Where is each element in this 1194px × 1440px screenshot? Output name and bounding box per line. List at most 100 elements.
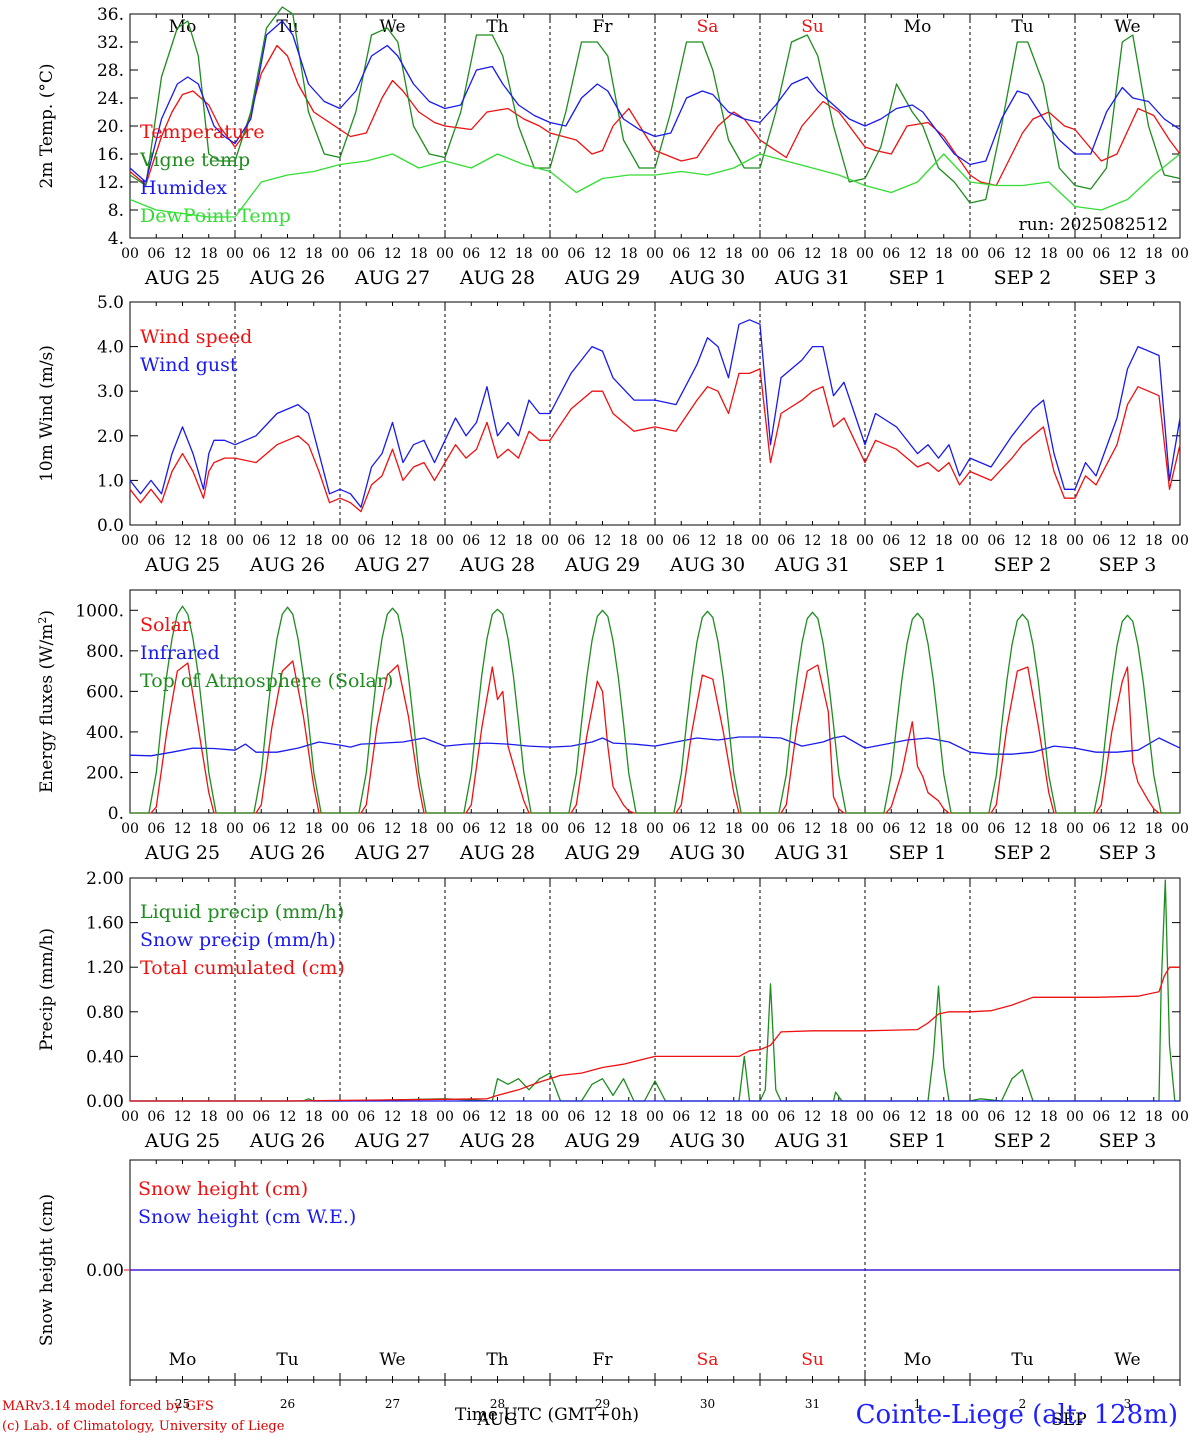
date-label: AUG 29 [564, 267, 640, 289]
date-label: AUG 25 [144, 842, 220, 864]
date-label: AUG 31 [774, 554, 850, 576]
y-tick-label: 1.0 [97, 471, 124, 491]
hour-tick-label: 18 [1145, 246, 1163, 262]
y-tick-label: 0.00 [86, 1092, 124, 1112]
weekday-label: Mo [904, 17, 932, 37]
hour-tick-label: 12 [909, 1109, 927, 1125]
day-number-label: 25 [175, 1397, 190, 1411]
day-number-label: 3 [1124, 1397, 1132, 1411]
hour-tick-label: 18 [200, 246, 218, 262]
weekday-label: Tu [1011, 1350, 1033, 1370]
legend-entry: Solar [140, 614, 192, 636]
hour-tick-label: 18 [1145, 1109, 1163, 1125]
hour-tick-label: 12 [384, 1109, 402, 1125]
hour-tick-label: 18 [515, 821, 533, 837]
hour-tick-label: 06 [462, 1109, 480, 1125]
hour-tick-label: 18 [410, 1109, 428, 1125]
hour-tick-label: 06 [987, 246, 1005, 262]
hour-tick-label: 12 [489, 821, 507, 837]
hour-tick-label: 12 [1014, 246, 1032, 262]
y-tick-label: 12. [97, 173, 124, 193]
hour-tick-label: 00 [541, 533, 559, 549]
date-label: AUG 26 [249, 267, 325, 289]
series-line-dewpoint-temp [129, 153, 1181, 218]
hour-tick-label: 12 [1014, 1109, 1032, 1125]
hour-tick-label: 12 [594, 821, 612, 837]
hour-tick-label: 18 [935, 246, 953, 262]
hour-tick-label: 06 [252, 533, 270, 549]
weekday-label: Tu [276, 1350, 298, 1370]
hour-tick-label: 00 [1066, 1109, 1084, 1125]
hour-tick-label: 06 [567, 1109, 585, 1125]
hour-tick-label: 18 [1040, 821, 1058, 837]
hour-tick-label: 12 [489, 533, 507, 549]
legend-entry: Vigne temp [139, 149, 250, 171]
hour-tick-label: 00 [226, 246, 244, 262]
hour-tick-label: 12 [384, 246, 402, 262]
date-label: AUG 26 [249, 554, 325, 576]
hour-tick-label: 00 [541, 246, 559, 262]
y-tick-label: 5.0 [97, 293, 124, 313]
hour-tick-label: 00 [1066, 821, 1084, 837]
hour-tick-label: 06 [357, 821, 375, 837]
y-axis-label: Snow height (cm) [37, 1194, 57, 1346]
date-label: AUG 25 [144, 267, 220, 289]
hour-tick-label: 06 [462, 821, 480, 837]
hour-tick-label: 18 [620, 821, 638, 837]
hour-tick-label: 00 [121, 533, 139, 549]
date-label: AUG 29 [564, 554, 640, 576]
date-label: AUG 30 [669, 267, 745, 289]
legend-entry: Snow height (cm) [138, 1178, 308, 1200]
y-tick-label: 16. [97, 145, 124, 165]
panel-4: 0.00 0.40 0.80 1.20 1.60 2.00 Precip (mm/h) Liq… [37, 869, 1189, 1152]
hour-tick-label: 18 [620, 246, 638, 262]
y-tick-label: 0. [108, 804, 124, 824]
hour-tick-label: 06 [987, 533, 1005, 549]
hour-tick-label: 12 [489, 246, 507, 262]
legend-entry: Wind gust [140, 354, 238, 376]
time-axis-label: Time UTC (GMT+0h) [455, 1405, 640, 1425]
y-tick-label: 1000. [75, 601, 124, 621]
weekday-label: Th [486, 1350, 508, 1370]
hour-tick-label: 00 [1066, 533, 1084, 549]
day-number-label: 26 [280, 1397, 295, 1411]
weekday-label: Fr [593, 1350, 614, 1370]
panel-1: 4. 8. 12. 16. 20. 24. 28. 32. 36. 2m Temp. (°C) Mo… [37, 5, 1189, 289]
series-line-vigne-temp [129, 6, 1181, 204]
hour-tick-label: 06 [882, 821, 900, 837]
y-tick-label: 0.0 [97, 516, 124, 536]
hour-tick-label: 00 [1171, 821, 1189, 837]
hour-tick-label: 12 [1119, 1109, 1137, 1125]
station-label: Cointe-Liege (alt: 128m) [855, 1400, 1178, 1430]
date-label: SEP 1 [889, 842, 947, 864]
y-tick-label: 8. [108, 201, 124, 221]
hour-tick-label: 00 [856, 1109, 874, 1125]
y-axis-label: 2m Temp. (°C) [37, 63, 57, 188]
hour-tick-label: 06 [1092, 246, 1110, 262]
hour-tick-label: 00 [1171, 1109, 1189, 1125]
hour-tick-label: 00 [961, 533, 979, 549]
hour-tick-label: 00 [1171, 533, 1189, 549]
hour-tick-label: 12 [174, 821, 192, 837]
date-label: AUG 27 [354, 267, 430, 289]
hour-tick-label: 00 [961, 1109, 979, 1125]
hour-tick-label: 06 [987, 1109, 1005, 1125]
hour-tick-label: 06 [147, 1109, 165, 1125]
series-line-total-cumulated-cm- [130, 966, 1180, 1102]
hour-tick-label: 00 [646, 533, 664, 549]
hour-tick-label: 12 [594, 533, 612, 549]
date-label: SEP 1 [889, 554, 947, 576]
y-tick-label: 32. [97, 33, 124, 53]
weekday-label: Mo [904, 1350, 932, 1370]
hour-tick-label: 00 [541, 821, 559, 837]
date-label: AUG 25 [144, 1130, 220, 1152]
panel-2: 0.0 1.0 2.0 3.0 4.0 5.0 10m Wind (m/s) Wind spe… [37, 293, 1189, 576]
legend-entry: Top of Atmosphere (Solar) [140, 670, 393, 692]
hour-tick-label: 06 [567, 246, 585, 262]
hour-tick-label: 06 [147, 533, 165, 549]
weekday-label: We [1114, 17, 1140, 37]
hour-tick-label: 00 [121, 821, 139, 837]
hour-tick-label: 18 [725, 533, 743, 549]
hour-tick-label: 06 [777, 533, 795, 549]
weekday-label: We [379, 17, 405, 37]
